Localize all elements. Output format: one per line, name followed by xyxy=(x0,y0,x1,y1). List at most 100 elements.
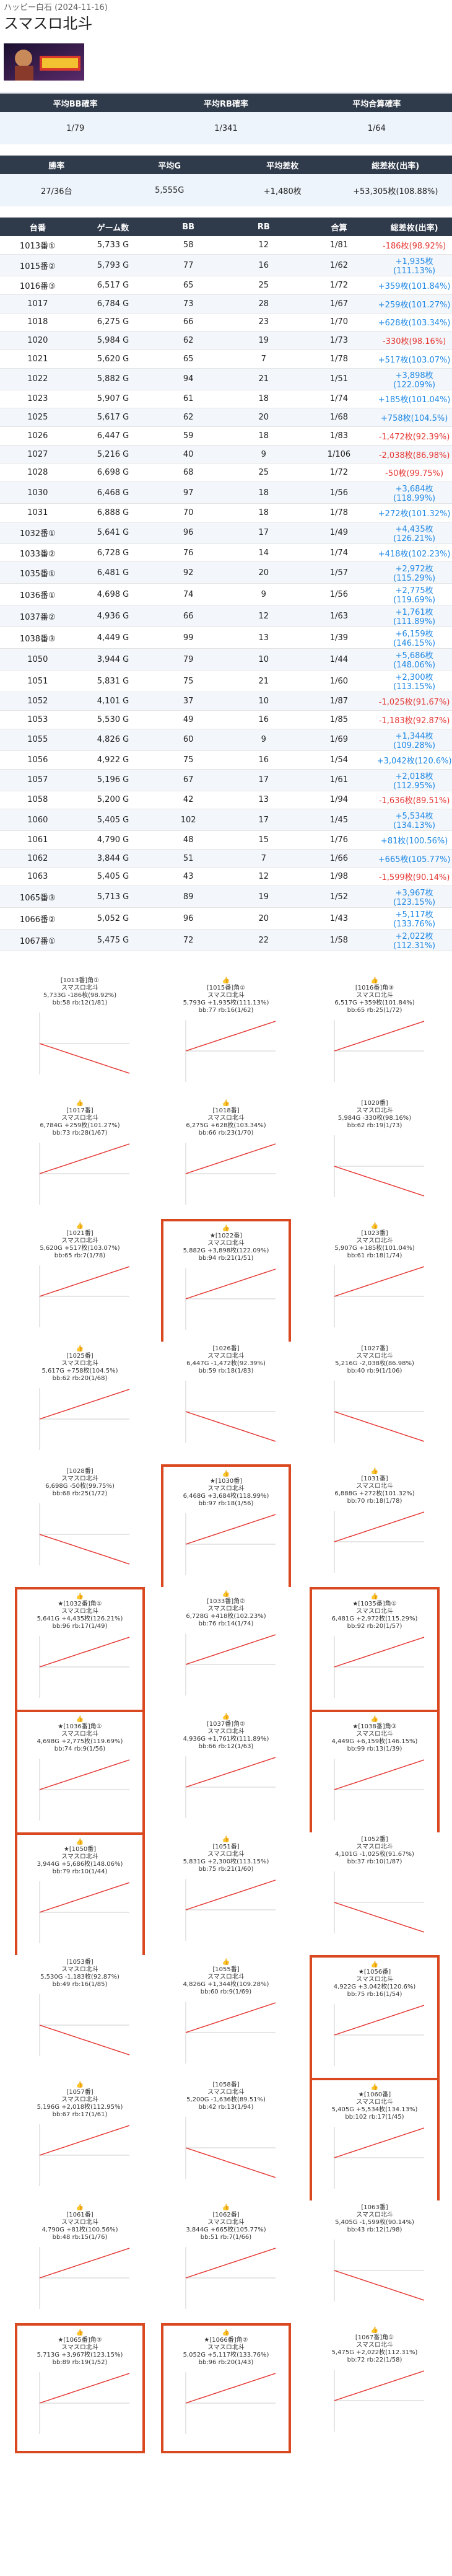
graph-card[interactable]: 👍 ★[1066番]角② スマスロ北斗 5,052G +5,117枚(133.76%)… xyxy=(161,2323,291,2454)
graph-card[interactable]: 👍 [1015番]角② スマスロ北斗 5,793G +1,935枚(111.13%) b… xyxy=(161,974,291,1104)
table-row[interactable]: 1062 3,844 G 51 7 1/66 +665枚(105.77%) xyxy=(0,849,452,868)
table-row[interactable]: 1052 4,101 G 37 10 1/87 -1,025枚(91.67%) xyxy=(0,692,452,711)
rb-count: 12 xyxy=(225,605,302,628)
graph-card[interactable]: 👍 ★[1056番] スマスロ北斗 4,922G +3,042枚(120.6%) bb:… xyxy=(310,1955,440,2086)
diff-value: +81枚(100.56%) xyxy=(376,830,452,850)
game-count: 6,888 G xyxy=(75,503,151,522)
table-row[interactable]: 1058 5,200 G 42 13 1/94 -1,636枚(89.51%) xyxy=(0,791,452,810)
table-row[interactable]: 1023 5,907 G 61 18 1/74 +185枚(101.04%) xyxy=(0,390,452,409)
diff-value: -186枚(98.92%) xyxy=(376,236,452,255)
table-row[interactable]: 1030 6,468 G 97 18 1/56 +3,684枚(118.99%) xyxy=(0,481,452,504)
table-row[interactable]: 1036番① 4,698 G 74 9 1/56 +2,775枚(119.69%) xyxy=(0,583,452,606)
caption-l1: 3,944G +5,686枚(148.06%) xyxy=(37,1861,123,1868)
graph-caption: [1027番] スマスロ北斗 5,216G -2,038枚(86.98%) bb:40… xyxy=(310,1345,440,1375)
graph-card[interactable]: 👍 ★[1036番]角① スマスロ北斗 4,698G +2,775枚(119.69%)… xyxy=(15,1710,145,1840)
table-row[interactable]: 1028 6,698 G 68 25 1/72 -50枚(99.75%) xyxy=(0,463,452,483)
table-row[interactable]: 1018 6,275 G 66 23 1/70 +628枚(103.34%) xyxy=(0,313,452,332)
graph-card[interactable]: 👍 [1016番]角③ スマスロ北斗 6,517G +359枚(101.84%) bb:… xyxy=(310,974,440,1104)
game-count: 4,101 G xyxy=(75,692,151,711)
table-row[interactable]: 1026 6,447 G 59 18 1/83 -1,472枚(92.39%) xyxy=(0,426,452,446)
table-row[interactable]: 1063 5,405 G 43 12 1/98 -1,599枚(90.14%) xyxy=(0,868,452,887)
graph-card[interactable]: 👍 [1023番] スマスロ北斗 5,907G +185枚(101.04%) bb:61… xyxy=(310,1219,440,1350)
table-row[interactable]: 1016番③ 6,517 G 65 25 1/72 +359枚(101.84%) xyxy=(0,276,452,295)
graph-card[interactable]: [1013番]角① スマスロ北斗 5,733G -186枚(98.92%) bb:58… xyxy=(15,974,145,1104)
caption-machine: スマスロ北斗 xyxy=(356,2099,393,2106)
graph-card[interactable]: [1028番] スマスロ北斗 6,698G -50枚(99.75%) bb:68 rb… xyxy=(15,1464,145,1595)
table-row[interactable]: 1015番② 5,793 G 77 16 1/62 +1,935枚(111.13%) xyxy=(0,254,452,277)
table-row[interactable]: 1037番② 4,936 G 66 12 1/63 +1,761枚(111.89%) xyxy=(0,605,452,628)
game-count: 5,216 G xyxy=(75,445,151,464)
graph-card[interactable]: 👍 ★[1032番]角① スマスロ北斗 5,641G +4,435枚(126.21%)… xyxy=(15,1587,145,1718)
graph-card[interactable]: [1052番] スマスロ北斗 4,101G -1,025枚(91.67%) bb:37… xyxy=(310,1832,440,1963)
slump-graph xyxy=(334,1020,425,1083)
table-row[interactable]: 1057 5,196 G 67 17 1/61 +2,018枚(112.95%) xyxy=(0,769,452,791)
table-row[interactable]: 1061 4,790 G 48 15 1/76 +81枚(100.56%) xyxy=(0,830,452,850)
graph-card[interactable]: [1020番] スマスロ北斗 5,984G -330枚(98.16%) bb:62 r… xyxy=(310,1096,440,1227)
table-row[interactable]: 1065番③ 5,713 G 89 19 1/52 +3,967枚(123.15%) xyxy=(0,886,452,908)
game-count: 5,831 G xyxy=(75,670,151,693)
graph-card[interactable]: 👍 ★[1060番] スマスロ北斗 5,405G +5,534枚(134.13%) bb… xyxy=(310,2078,440,2209)
graph-card[interactable]: 👍 [1051番] スマスロ北斗 5,831G +2,300枚(113.15%) bb:… xyxy=(161,1832,291,1963)
star-icon: 👍 xyxy=(222,977,230,985)
graph-card[interactable]: 👍 ★[1038番]角③ スマスロ北斗 4,449G +6,159枚(146.15%)… xyxy=(310,1710,440,1840)
slump-line xyxy=(185,1757,276,1788)
bb-count: 62 xyxy=(150,331,226,350)
table-row[interactable]: 1051 5,831 G 75 21 1/60 +2,300枚(113.15%) xyxy=(0,670,452,693)
graph-card[interactable]: 👍 ★[1022番] スマスロ北斗 5,882G +3,898枚(122.09%) bb… xyxy=(161,1219,291,1350)
game-count: 5,052 G xyxy=(75,907,151,930)
graph-card[interactable]: 👍 [1067番]角① スマスロ北斗 5,475G +2,022枚(112.31%) b… xyxy=(310,2323,440,2454)
graph-card[interactable]: 👍 ★[1050番] スマスロ北斗 3,944G +5,686枚(148.06%) bb… xyxy=(15,1832,145,1963)
graph-card[interactable]: 👍 [1055番] スマスロ北斗 4,826G +1,344枚(109.28%) bb:… xyxy=(161,1955,291,2086)
graph-card[interactable]: 👍 [1025番] スマスロ北斗 5,617G +758枚(104.5%) bb:62 … xyxy=(15,1342,145,1472)
graph-card[interactable]: 👍 ★[1030番] スマスロ北斗 6,468G +3,684枚(118.99%) bb… xyxy=(161,1464,291,1595)
table-row[interactable]: 1055 4,826 G 60 9 1/69 +1,344枚(109.28%) xyxy=(0,729,452,751)
diff-value: +5,534枚(134.13%) xyxy=(376,809,452,832)
table-row[interactable]: 1031 6,888 G 70 18 1/78 +272枚(101.32%) xyxy=(0,503,452,522)
graph-card[interactable]: 👍 [1061番] スマスロ北斗 4,790G +81枚(100.56%) bb:48 … xyxy=(15,2200,145,2331)
graph-card[interactable]: 👍 [1017番] スマスロ北斗 6,784G +259枚(101.27%) bb:73… xyxy=(15,1096,145,1227)
table-row[interactable]: 1020 5,984 G 62 19 1/73 -330枚(98.16%) xyxy=(0,331,452,350)
table-row[interactable]: 1066番② 5,052 G 96 20 1/43 +5,117枚(133.76%) xyxy=(0,907,452,930)
table-row[interactable]: 1017 6,784 G 73 28 1/67 +259枚(101.27%) xyxy=(0,294,452,314)
table-row[interactable]: 1060 5,405 G 102 17 1/45 +5,534枚(134.13%) xyxy=(0,809,452,832)
graph-card[interactable]: [1063番] スマスロ北斗 5,405G -1,599枚(90.14%) bb:43… xyxy=(310,2200,440,2331)
table-row[interactable]: 1053 5,530 G 49 16 1/85 -1,183枚(92.87%) xyxy=(0,710,452,729)
graph-card[interactable]: 👍 [1031番] スマスロ北斗 6,888G +272枚(101.32%) bb:70… xyxy=(310,1464,440,1595)
graph-card[interactable]: 👍 ★[1035番]角① スマスロ北斗 6,481G +2,972枚(115.29%)… xyxy=(310,1587,440,1718)
graph-card[interactable]: [1058番] スマスロ北斗 5,200G -1,636枚(89.51%) bb:42… xyxy=(161,2078,291,2209)
graph-card[interactable]: 👍 [1062番] スマスロ北斗 3,844G +665枚(105.77%) bb:51… xyxy=(161,2200,291,2331)
table-row[interactable]: 1035番① 6,481 G 92 20 1/57 +2,972枚(115.29%) xyxy=(0,561,452,584)
table-row[interactable]: 1056 4,922 G 75 16 1/54 +3,042枚(120.6%) xyxy=(0,750,452,770)
table-row[interactable]: 1021 5,620 G 65 7 1/78 +517枚(103.07%) xyxy=(0,349,452,369)
game-count: 5,405 G xyxy=(75,809,151,832)
table-row[interactable]: 1013番① 5,733 G 58 12 1/81 -186枚(98.92%) xyxy=(0,236,452,255)
graph-caption: 👍 [1033番]角② スマスロ北斗 6,728G +418枚(102.23%) bb:… xyxy=(161,1591,291,1628)
table-row[interactable]: 1027 5,216 G 40 9 1/106 -2,038枚(86.98%) xyxy=(0,445,452,464)
table-row[interactable]: 1025 5,617 G 62 20 1/68 +758枚(104.5%) xyxy=(0,408,452,427)
table-row[interactable]: 1033番② 6,728 G 76 14 1/74 +418枚(102.23%) xyxy=(0,543,452,563)
graph-card[interactable]: 👍 ★[1065番]角③ スマスロ北斗 5,713G +3,967枚(123.15%)… xyxy=(15,2323,145,2454)
bb-count: 94 xyxy=(150,368,226,390)
graph-card[interactable]: 👍 [1018番] スマスロ北斗 6,275G +628枚(103.34%) bb:66… xyxy=(161,1096,291,1227)
graph-card[interactable]: 👍 [1021番] スマスロ北斗 5,620G +517枚(103.07%) bb:65… xyxy=(15,1219,145,1350)
caption-l2: bb:102 rb:17(1/45) xyxy=(345,2114,404,2121)
total-prob: 1/98 xyxy=(301,868,377,887)
diff-value: +185枚(101.04%) xyxy=(376,390,452,409)
table-row[interactable]: 1050 3,944 G 79 10 1/44 +5,686枚(148.06%) xyxy=(0,648,452,671)
graph-card[interactable]: 👍 [1033番]角② スマスロ北斗 6,728G +418枚(102.23%) bb:… xyxy=(161,1587,291,1718)
graph-card[interactable]: [1026番] スマスロ北斗 6,447G -1,472枚(92.39%) bb:59… xyxy=(161,1342,291,1472)
graph-card[interactable]: 👍 [1057番] スマスロ北斗 5,196G +2,018枚(112.95%) bb:… xyxy=(15,2078,145,2209)
graph-card[interactable]: [1027番] スマスロ北斗 5,216G -2,038枚(86.98%) bb:40… xyxy=(310,1342,440,1472)
table-row[interactable]: 1038番③ 4,449 G 99 13 1/39 +6,159枚(146.15%) xyxy=(0,626,452,649)
table-row[interactable]: 1022 5,882 G 94 21 1/51 +3,898枚(122.09%) xyxy=(0,368,452,390)
diff-value: -50枚(99.75%) xyxy=(376,463,452,483)
graph-card[interactable]: [1053番] スマスロ北斗 5,530G -1,183枚(92.87%) bb:49… xyxy=(15,1955,145,2086)
rb-count: 17 xyxy=(225,522,302,544)
diff-value: +5,117枚(133.76%) xyxy=(376,907,452,930)
table-row[interactable]: 1067番① 5,475 G 72 22 1/58 +2,022枚(112.31%) xyxy=(0,929,452,952)
graph-caption: 👍 ★[1030番] スマスロ北斗 6,468G +3,684枚(118.99%) bb… xyxy=(163,1470,289,1508)
table-row[interactable]: 1032番① 5,641 G 96 17 1/49 +4,435枚(126.21%) xyxy=(0,522,452,544)
bb-count: 79 xyxy=(150,648,226,671)
game-count: 4,449 G xyxy=(75,626,151,649)
graph-card[interactable]: 👍 [1037番]角② スマスロ北斗 4,936G +1,761枚(111.89%) b… xyxy=(161,1710,291,1840)
